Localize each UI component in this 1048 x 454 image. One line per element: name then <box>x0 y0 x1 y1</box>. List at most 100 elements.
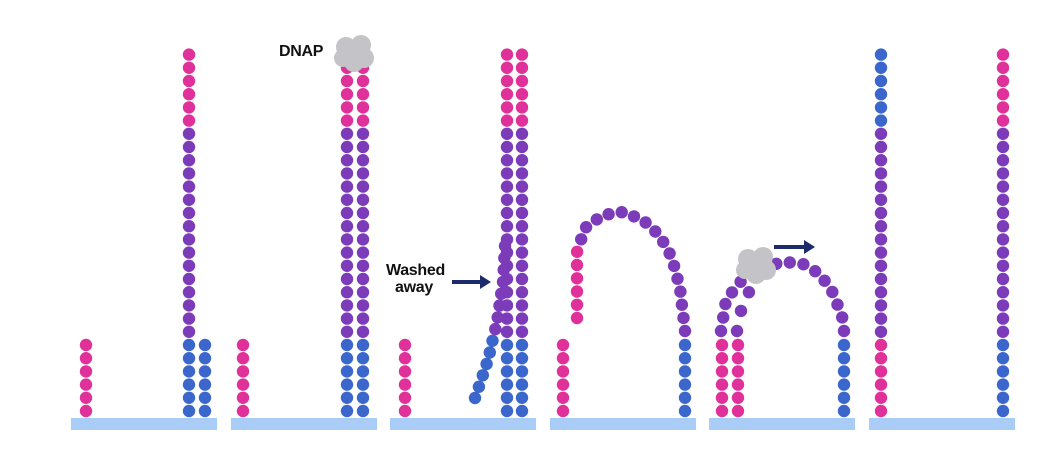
bead <box>515 88 529 101</box>
bead <box>515 180 529 193</box>
bead <box>498 239 512 253</box>
bead <box>730 324 744 338</box>
bead <box>996 378 1010 391</box>
bead <box>500 180 514 193</box>
bead <box>79 365 93 378</box>
bead <box>874 246 888 259</box>
bead <box>340 193 354 206</box>
bead <box>874 74 888 88</box>
bead <box>356 378 370 391</box>
bead <box>500 140 514 154</box>
bead <box>483 346 496 359</box>
bead <box>556 404 570 418</box>
bead <box>182 88 196 101</box>
bead <box>874 325 888 338</box>
adapter-strand <box>198 338 212 418</box>
bead <box>874 61 888 74</box>
bead <box>570 272 584 285</box>
bead <box>515 378 529 391</box>
bead <box>996 193 1010 206</box>
new-strand-base <box>731 338 745 418</box>
bead <box>515 74 529 88</box>
bead <box>79 378 93 391</box>
template-strand <box>500 48 514 418</box>
copied-strand <box>874 48 888 418</box>
bead <box>570 258 584 272</box>
bead <box>996 325 1010 338</box>
bead <box>198 338 212 352</box>
bead <box>874 286 888 299</box>
bead <box>515 193 529 206</box>
bead <box>874 127 888 140</box>
bead <box>719 297 732 311</box>
primer-strand <box>236 338 250 418</box>
bead <box>236 378 250 391</box>
bead <box>515 365 529 378</box>
bead <box>79 338 93 352</box>
bead <box>874 206 888 220</box>
bead <box>500 312 514 325</box>
bead <box>356 206 370 220</box>
bead <box>874 180 888 193</box>
bead <box>498 251 511 265</box>
bead <box>996 352 1010 365</box>
bead <box>515 101 529 114</box>
bead <box>627 210 641 223</box>
bead <box>579 221 593 234</box>
bead <box>678 404 692 418</box>
bead <box>715 365 729 378</box>
bead <box>837 404 851 418</box>
bead <box>996 391 1010 404</box>
bead <box>874 114 888 127</box>
bead <box>874 101 888 114</box>
bead <box>742 286 756 299</box>
bead <box>715 352 729 365</box>
bead <box>570 298 584 311</box>
bead <box>734 304 748 318</box>
bead <box>725 286 739 299</box>
bridged-strand <box>570 206 692 338</box>
bead <box>797 258 810 271</box>
extension-arrow <box>774 240 815 254</box>
bead <box>836 311 849 324</box>
bead <box>731 404 745 418</box>
bead <box>398 391 412 404</box>
bead <box>340 352 354 365</box>
washed-away-label: Washed away <box>386 262 445 296</box>
bead <box>556 365 570 378</box>
bead <box>874 391 888 404</box>
bead <box>356 74 370 88</box>
bead <box>715 391 729 404</box>
bead <box>340 74 354 88</box>
bead <box>340 127 354 140</box>
adapter-strand <box>678 338 692 418</box>
bead <box>182 365 196 378</box>
bead <box>996 286 1010 299</box>
bead <box>837 338 851 352</box>
bead <box>556 378 570 391</box>
bead <box>340 140 354 154</box>
bead <box>996 114 1010 127</box>
bead <box>515 312 529 325</box>
bead <box>182 352 196 365</box>
bead <box>678 391 692 404</box>
bead <box>874 378 888 391</box>
bead <box>515 167 529 180</box>
primer-strand <box>398 338 412 418</box>
bead <box>715 378 729 391</box>
bead <box>236 404 250 418</box>
bead <box>495 287 508 300</box>
bead <box>515 233 529 246</box>
bead <box>996 299 1010 312</box>
bead <box>356 259 370 272</box>
bead <box>486 334 499 347</box>
new-strand <box>356 48 370 418</box>
bead <box>515 299 529 312</box>
bead <box>182 167 196 180</box>
new-strand <box>515 48 529 418</box>
bead <box>515 325 529 338</box>
bead <box>996 338 1010 352</box>
bead <box>809 265 822 278</box>
bead <box>182 325 196 338</box>
bead <box>678 378 692 391</box>
